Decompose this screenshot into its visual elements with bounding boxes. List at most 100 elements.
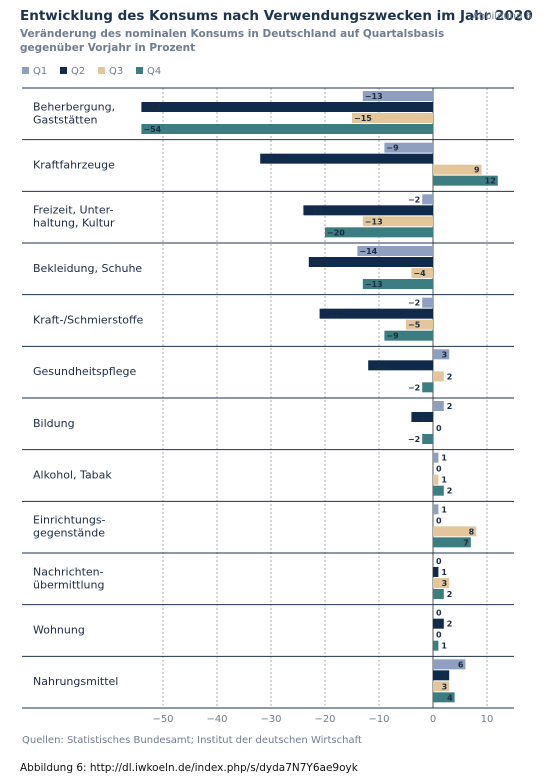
value-label: −4: [413, 413, 426, 422]
value-label: −14: [359, 247, 377, 256]
value-label: −9: [386, 144, 399, 153]
value-label: 2: [447, 590, 453, 599]
legend-label: Q4: [147, 66, 161, 77]
footer: Abbildung 6: http://dl.iwkoeln.de/index.…: [20, 762, 359, 774]
category-label: Gesundheitspflege: [33, 365, 136, 378]
value-label: −2: [408, 435, 420, 444]
category-label: Gaststätten: [33, 113, 97, 126]
bar: [433, 175, 498, 186]
subtitle: Veränderung des nominalen Konsums in Deu…: [20, 28, 444, 40]
bar: [362, 91, 433, 101]
bar: [260, 153, 433, 164]
legend-swatch: [60, 67, 67, 74]
bar: [422, 382, 433, 393]
value-label: 7: [463, 538, 469, 547]
legend-label: Q2: [71, 66, 85, 77]
bar: [433, 578, 450, 588]
value-label: 1: [441, 568, 447, 577]
bar: [433, 640, 439, 651]
value-label: 1: [441, 454, 447, 463]
category-label: Bildung: [33, 417, 75, 430]
source: Quellen: Statistisches Bundesamt; Instit…: [22, 735, 362, 746]
bar: [362, 216, 433, 227]
value-label: 0: [436, 609, 442, 618]
legend-swatch: [98, 67, 105, 74]
bar: [411, 268, 433, 278]
category-label: haltung, Kultur: [33, 217, 115, 230]
bar: [433, 692, 455, 703]
value-label: −13: [365, 280, 383, 289]
x-tick-label: −50: [152, 714, 173, 725]
value-label: 2: [447, 487, 453, 496]
category-label: gegenstände: [33, 527, 105, 540]
bar: [384, 330, 433, 341]
bar: [141, 102, 433, 112]
value-label: −15: [354, 114, 372, 123]
value-label: −32: [262, 155, 280, 164]
x-tick-label: −40: [206, 714, 227, 725]
value-label: 2: [447, 620, 453, 629]
value-label: −9: [386, 332, 399, 341]
legend-swatch: [136, 67, 143, 74]
value-label: 1: [441, 642, 447, 651]
bar: [433, 567, 439, 577]
bar: [368, 360, 433, 371]
value-label: 3: [442, 579, 448, 588]
value-label: −2: [408, 195, 420, 204]
bar: [433, 452, 439, 463]
category-label: Kraft-/Schmierstoffe: [33, 314, 144, 327]
value-label: −20: [327, 228, 345, 237]
bar: [433, 349, 450, 360]
bar: [433, 537, 471, 548]
category-label: Kraftfahrzeuge: [33, 159, 115, 172]
value-label: 9: [474, 166, 480, 175]
category-label: Beherbergung,: [33, 100, 115, 113]
category-label: Einrichtungs-: [33, 514, 106, 527]
value-label: −12: [370, 361, 388, 370]
value-label: 2: [447, 402, 453, 411]
value-label: 6: [458, 660, 464, 669]
bar: [433, 670, 450, 681]
value-label: −21: [322, 310, 340, 319]
bar: [433, 618, 444, 629]
value-label: −54: [143, 103, 161, 112]
subtitle: gegenüber Vorjahr in Prozent: [20, 42, 195, 54]
value-label: 1: [441, 505, 447, 514]
value-label: 12: [485, 177, 496, 186]
x-tick-label: 0: [430, 714, 436, 725]
value-label: 4: [447, 693, 453, 702]
bar: [308, 257, 433, 267]
x-tick-label: −10: [368, 714, 389, 725]
value-label: −2: [408, 383, 420, 392]
value-label: −24: [305, 206, 323, 215]
bar: [141, 124, 433, 134]
value-label: 0: [436, 465, 442, 474]
value-label: −54: [143, 125, 161, 134]
bar: [433, 504, 439, 515]
bar: [433, 526, 477, 537]
bar: [411, 412, 433, 422]
bar: [362, 279, 433, 289]
legend-swatch: [22, 67, 29, 74]
bar: [357, 246, 433, 256]
bar: [422, 297, 433, 308]
value-label: −5: [408, 321, 421, 330]
x-tick-label: −20: [314, 714, 335, 725]
x-tick-label: 10: [481, 714, 494, 725]
value-label: −23: [311, 258, 329, 267]
bar: [433, 474, 439, 485]
value-label: 2: [447, 372, 453, 381]
bar: [319, 308, 433, 319]
bar: [433, 371, 444, 382]
bar: [303, 205, 433, 216]
value-label: 0: [436, 424, 442, 433]
category-label: Freizeit, Unter-: [33, 204, 113, 217]
value-label: 0: [436, 516, 442, 525]
bar: [422, 194, 433, 205]
category-label: Alkohol, Tabak: [33, 469, 112, 482]
bar: [433, 401, 444, 411]
bar: [433, 681, 450, 692]
legend-label: Q1: [33, 66, 47, 77]
value-label: −13: [365, 217, 383, 226]
